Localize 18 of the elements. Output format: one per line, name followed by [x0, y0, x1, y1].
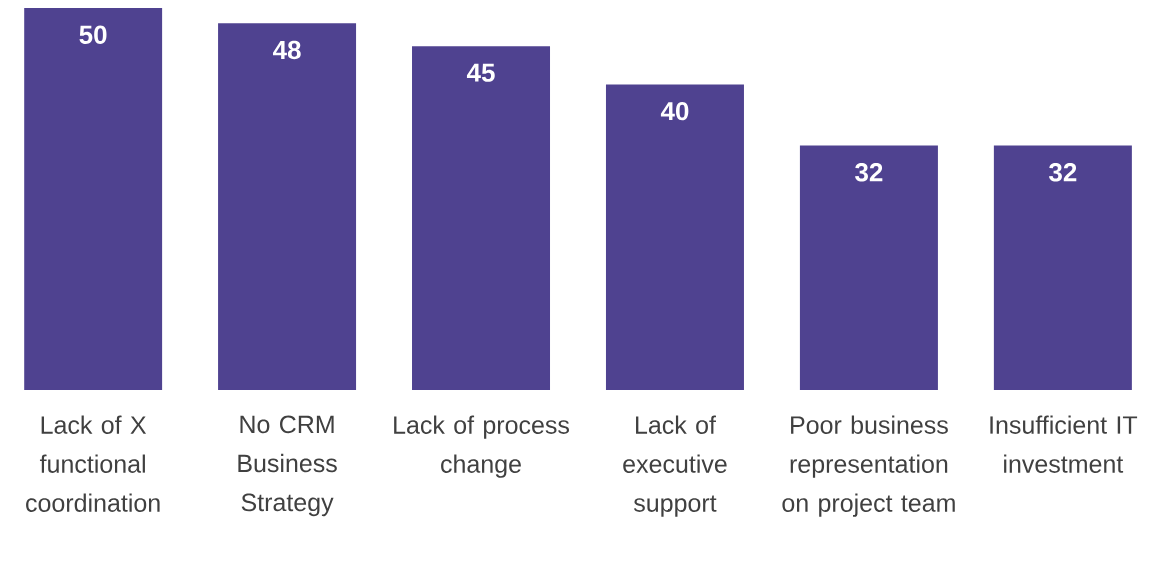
data-label: 45: [466, 63, 495, 82]
x-tick-label: Lack of process change: [394, 415, 569, 478]
x-tick-label: Lack of X functional coordination: [26, 415, 160, 512]
data-label: 32: [1049, 163, 1077, 182]
bar: [605, 84, 744, 390]
bar: [24, 7, 163, 390]
x-tick-label: Insufficient IT investment: [990, 415, 1138, 473]
bar: [993, 145, 1132, 390]
data-label: 40: [660, 101, 689, 121]
bar: [218, 23, 357, 390]
x-tick-label: Lack of executive support: [623, 415, 727, 517]
x-tick-label: No CRM Business Strategy: [238, 415, 337, 517]
data-label: 32: [855, 163, 883, 182]
bar: [412, 46, 551, 390]
x-tick-label: Poor business representation on project team: [782, 415, 955, 517]
data-label: 50: [79, 25, 107, 44]
data-label: 48: [273, 40, 301, 60]
bar: [799, 145, 938, 390]
